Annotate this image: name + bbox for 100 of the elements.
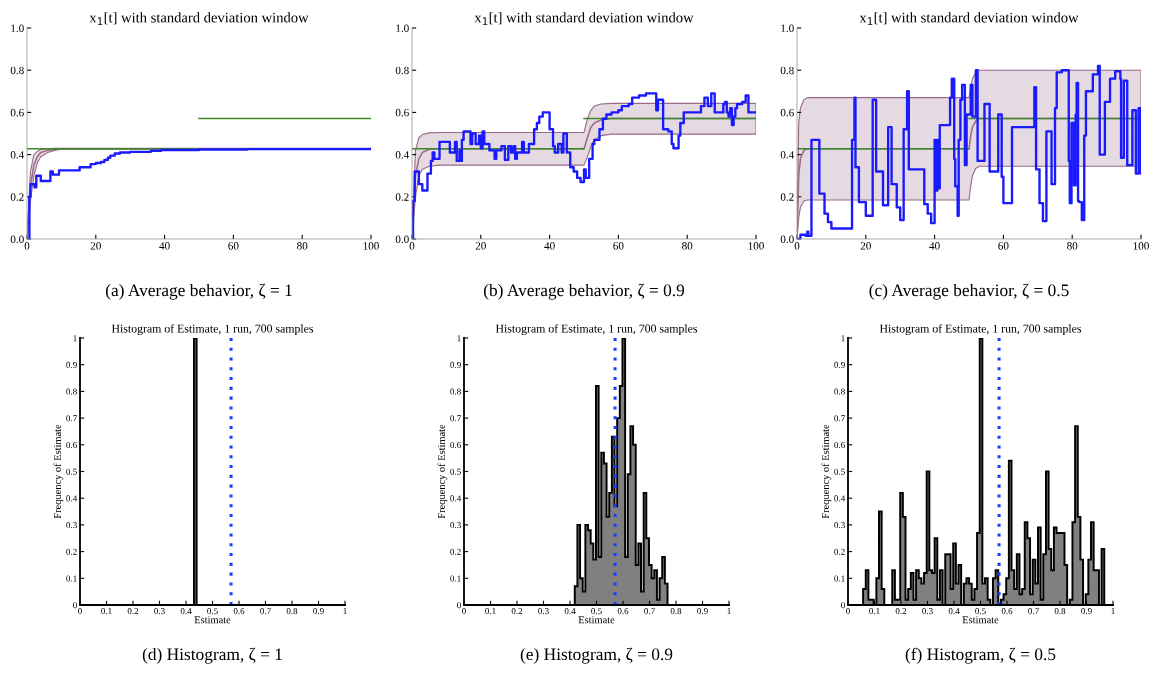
chart-title: Histogram of Estimate, 1 run, 700 samples [879, 324, 1082, 335]
x-tick-label: 0.4 [180, 608, 192, 615]
x-tick-label: 0 [846, 608, 850, 615]
x-tick-label: 0.1 [869, 608, 880, 615]
y-tick-label: 0.8 [780, 66, 794, 75]
x-tick-label: 0.6 [617, 608, 629, 615]
y-tick-label: 0.2 [10, 193, 24, 201]
x-tick-label: 80 [682, 242, 693, 250]
y-tick-label: 0.5 [450, 468, 461, 475]
x-tick-label: 0.8 [286, 608, 298, 615]
y-axis-title: Frequency of Estimate [437, 424, 448, 519]
y-tick-label: 0.2 [66, 548, 77, 555]
x-tick-label: 0.9 [1081, 608, 1092, 615]
chart-title: Histogram of Estimate, 1 run, 700 samples [111, 324, 314, 335]
y-tick-label: 0.6 [66, 441, 77, 449]
y-tick-label: 0.5 [834, 468, 845, 475]
y-tick-label: 0.2 [450, 548, 461, 555]
x-tick-label: 0.2 [127, 608, 139, 615]
y-tick-label: 1 [73, 335, 77, 342]
x-tick-label: 0.8 [1054, 608, 1066, 615]
x-tick-label: 0.5 [591, 608, 602, 615]
y-tick-label: 0.4 [834, 495, 846, 502]
y-tick-label: 0.2 [395, 193, 409, 201]
text: (d) Histogram, ζ = 1 [142, 647, 282, 664]
x-tick-label: 0.5 [207, 608, 218, 615]
y-tick-label: 0.0 [780, 235, 794, 244]
x-tick-label: 0 [794, 242, 800, 250]
y-tick-label: 0.1 [450, 575, 461, 582]
y-tick-label: 0 [457, 602, 461, 609]
x-tick-label: 100 [1133, 242, 1149, 250]
y-tick-label: 1 [457, 335, 461, 342]
y-tick-label: 0 [73, 602, 77, 609]
x-tick-label: 0.3 [922, 608, 933, 615]
y-tick-label: 0.4 [780, 151, 795, 159]
text: (f) Histogram, ζ = 0.5 [905, 647, 1056, 664]
x-tick-label: 0.8 [670, 608, 682, 615]
chart-title: x$_{1}$[t] with standard deviation window [474, 12, 694, 25]
y-tick-label: 0.3 [66, 522, 77, 529]
y-tick-label: 0.9 [834, 361, 845, 368]
y-tick-label: 0.4 [66, 495, 78, 502]
x-tick-label: 0.5 [975, 608, 986, 615]
x-tick-label: 80 [297, 242, 308, 250]
y-tick-label: 0.8 [66, 388, 77, 395]
x-tick-label: 40 [929, 242, 940, 250]
y-tick-label: 1.0 [11, 24, 24, 33]
y-tick-label: 1.0 [781, 24, 794, 33]
text: (a) Average behavior, ζ = 1 [105, 283, 292, 300]
y-tick-label: 0.6 [395, 108, 409, 117]
x-tick-label: 1 [727, 608, 731, 615]
y-tick-label: 0.9 [66, 361, 77, 368]
text: (b) Average behavior, ζ = 0.9 [483, 283, 685, 300]
y-tick-label: 0.8 [10, 66, 24, 75]
y-tick-label: 0.4 [450, 495, 462, 502]
y-tick-label: 0.7 [66, 415, 77, 422]
x-tick-label: 0.9 [313, 608, 324, 615]
y-tick-label: 0 [841, 602, 845, 609]
y-tick-label: 0.7 [834, 415, 845, 422]
x-tick-label: 0.2 [895, 608, 907, 615]
x-tick-label: 0.3 [154, 608, 165, 615]
x-tick-label: 0.7 [1028, 608, 1039, 615]
y-tick-label: 0.2 [834, 548, 845, 555]
x-tick-label: 60 [613, 242, 624, 250]
x-tick-label: 40 [159, 242, 170, 250]
x-tick-label: 0.1 [485, 608, 496, 615]
x-tick-label: 0.9 [697, 608, 708, 615]
text: (e) Histogram, ζ = 0.9 [520, 647, 673, 664]
x-tick-label: 0 [462, 608, 466, 615]
y-tick-label: 0.5 [66, 468, 77, 475]
y-tick-label: 0.8 [834, 388, 845, 395]
y-axis-title: Frequency of Estimate [53, 424, 64, 519]
chart-title: Histogram of Estimate, 1 run, 700 samples [495, 324, 698, 335]
y-tick-label: 0.9 [450, 361, 461, 368]
x-axis-title: Estimate [578, 616, 615, 624]
x-tick-label: 0.1 [101, 608, 112, 615]
x-tick-label: 0.7 [260, 608, 271, 615]
chart-title: x$_{1}$[t] with standard deviation window [859, 12, 1079, 25]
y-tick-label: 1.0 [396, 24, 409, 33]
y-tick-label: 0.1 [66, 575, 77, 582]
y-tick-label: 0.0 [10, 235, 24, 244]
x-tick-label: 1 [343, 608, 347, 615]
x-axis-title: Estimate [194, 616, 231, 624]
y-tick-label: 0.7 [450, 415, 461, 422]
x-tick-label: 20 [90, 242, 101, 250]
y-tick-label: 0.6 [834, 441, 845, 449]
y-tick-label: 0.8 [450, 388, 461, 395]
x-tick-label: 0.4 [948, 608, 960, 615]
chart-title: x$_{1}$[t] with standard deviation window [89, 12, 309, 25]
x-tick-label: 60 [998, 242, 1009, 250]
x-tick-label: 0.3 [538, 608, 549, 615]
y-tick-label: 0.1 [834, 575, 845, 582]
x-tick-label: 0.6 [233, 608, 245, 615]
x-tick-label: 0 [409, 242, 415, 250]
y-tick-label: 0.6 [450, 441, 461, 449]
y-axis-title: Frequency of Estimate [821, 424, 832, 519]
x-tick-label: 60 [228, 242, 239, 250]
x-tick-label: 0 [78, 608, 82, 615]
x-tick-label: 100 [363, 242, 379, 250]
x-tick-label: 0.6 [1001, 608, 1013, 615]
x-tick-label: 20 [860, 242, 871, 250]
y-tick-label: 0.6 [10, 108, 24, 117]
